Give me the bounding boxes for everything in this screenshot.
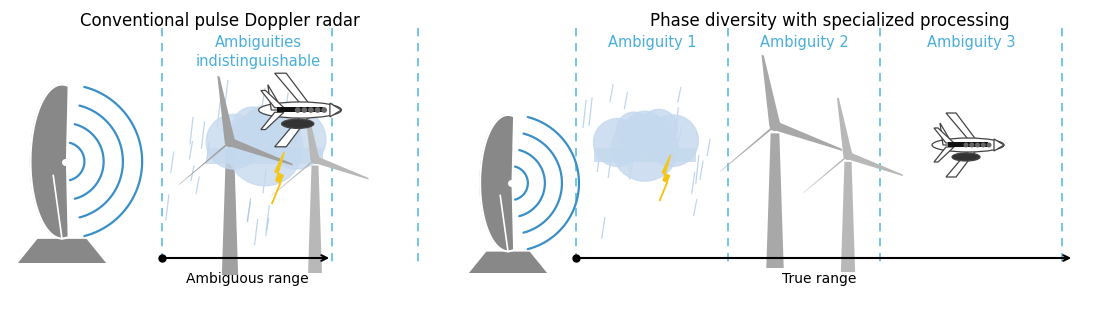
Polygon shape [934,128,954,143]
Text: Phase diversity with specialized processing: Phase diversity with specialized process… [651,12,1010,30]
Circle shape [647,115,699,167]
Ellipse shape [258,102,341,118]
Circle shape [267,110,326,169]
Polygon shape [761,55,780,126]
Circle shape [612,115,679,181]
Polygon shape [304,103,320,160]
Circle shape [986,143,992,147]
FancyBboxPatch shape [948,142,988,147]
Circle shape [314,107,321,113]
Polygon shape [260,112,284,130]
Circle shape [625,111,665,152]
FancyBboxPatch shape [595,148,695,162]
Polygon shape [18,239,106,263]
Circle shape [616,112,652,147]
Polygon shape [309,166,322,273]
Circle shape [975,143,980,147]
Polygon shape [766,133,784,268]
Circle shape [241,106,288,152]
Text: Ambiguities
indistinguishable: Ambiguities indistinguishable [196,35,321,69]
Polygon shape [271,156,318,197]
Circle shape [594,119,642,167]
Polygon shape [841,162,855,272]
Polygon shape [773,120,842,151]
Polygon shape [934,147,954,162]
Text: Conventional pulse Doppler radar: Conventional pulse Doppler radar [80,12,360,30]
Polygon shape [468,252,547,273]
Circle shape [311,155,319,163]
Circle shape [969,143,974,147]
Circle shape [844,151,852,160]
FancyBboxPatch shape [277,107,323,112]
Polygon shape [275,110,314,147]
Polygon shape [720,121,779,172]
Circle shape [980,143,986,147]
Text: Ambiguity 1: Ambiguity 1 [608,35,697,50]
Polygon shape [30,85,67,239]
Polygon shape [260,91,284,108]
Polygon shape [268,85,283,110]
Text: True range: True range [781,272,856,286]
Circle shape [309,107,314,113]
Polygon shape [480,115,512,251]
Circle shape [964,143,968,147]
Polygon shape [940,123,953,145]
Text: Ambiguity 3: Ambiguity 3 [927,35,1015,50]
Circle shape [321,107,328,113]
Polygon shape [217,76,236,143]
Circle shape [227,110,303,186]
Polygon shape [228,137,293,166]
Polygon shape [660,155,671,201]
Polygon shape [221,149,238,275]
Circle shape [233,107,273,147]
Polygon shape [846,151,903,176]
Ellipse shape [932,138,1004,152]
Polygon shape [994,139,1004,151]
Ellipse shape [282,119,314,129]
FancyBboxPatch shape [207,148,323,164]
FancyBboxPatch shape [493,252,523,259]
Text: Ambiguity 2: Ambiguity 2 [759,35,849,50]
Polygon shape [275,73,314,110]
Polygon shape [946,113,980,145]
Circle shape [770,121,780,130]
Circle shape [226,137,235,146]
Polygon shape [330,103,341,117]
Polygon shape [272,152,284,204]
Text: Ambiguous range: Ambiguous range [186,272,309,286]
Circle shape [641,109,678,146]
Circle shape [295,107,301,113]
Polygon shape [803,152,851,194]
Ellipse shape [953,153,980,161]
Polygon shape [837,98,853,156]
Circle shape [302,107,307,113]
Polygon shape [946,145,980,177]
Polygon shape [313,155,369,180]
FancyBboxPatch shape [45,239,79,248]
Polygon shape [178,137,234,185]
Circle shape [206,115,260,169]
Circle shape [259,104,302,146]
